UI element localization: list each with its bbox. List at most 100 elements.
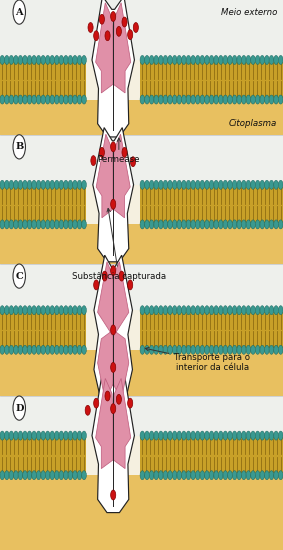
- Circle shape: [32, 95, 37, 104]
- Circle shape: [9, 220, 14, 229]
- Circle shape: [168, 431, 172, 440]
- Circle shape: [82, 220, 86, 229]
- Circle shape: [214, 471, 218, 480]
- Circle shape: [27, 431, 32, 440]
- Circle shape: [0, 56, 5, 64]
- Circle shape: [274, 431, 278, 440]
- Circle shape: [191, 180, 196, 189]
- Circle shape: [278, 220, 283, 229]
- Circle shape: [163, 471, 168, 480]
- Text: C: C: [15, 272, 23, 280]
- Circle shape: [260, 431, 265, 440]
- Circle shape: [50, 431, 55, 440]
- Circle shape: [23, 345, 27, 354]
- Circle shape: [158, 180, 163, 189]
- Circle shape: [237, 56, 241, 64]
- Circle shape: [54, 220, 59, 229]
- Bar: [0, 0, 283, 135]
- Circle shape: [255, 345, 260, 354]
- Circle shape: [45, 180, 50, 189]
- Bar: [0, 264, 283, 310]
- Circle shape: [41, 306, 46, 315]
- Circle shape: [145, 471, 149, 480]
- Circle shape: [54, 431, 59, 440]
- Circle shape: [228, 220, 232, 229]
- Circle shape: [54, 345, 59, 354]
- Circle shape: [205, 95, 209, 104]
- Circle shape: [45, 345, 50, 354]
- Circle shape: [269, 345, 274, 354]
- Circle shape: [0, 306, 5, 315]
- Circle shape: [195, 471, 200, 480]
- Circle shape: [209, 56, 214, 64]
- Circle shape: [99, 14, 104, 24]
- Circle shape: [209, 345, 214, 354]
- Circle shape: [278, 431, 283, 440]
- Circle shape: [94, 31, 99, 41]
- Circle shape: [186, 180, 191, 189]
- Circle shape: [32, 220, 37, 229]
- Circle shape: [0, 345, 5, 354]
- Circle shape: [154, 471, 158, 480]
- Text: D: D: [15, 404, 23, 412]
- Circle shape: [200, 180, 205, 189]
- Circle shape: [232, 220, 237, 229]
- Circle shape: [88, 23, 93, 32]
- Circle shape: [77, 471, 82, 480]
- Circle shape: [232, 345, 237, 354]
- Circle shape: [218, 471, 223, 480]
- Circle shape: [145, 220, 149, 229]
- Circle shape: [54, 56, 59, 64]
- Circle shape: [182, 345, 186, 354]
- Text: Substância capturada: Substância capturada: [72, 208, 166, 280]
- Circle shape: [23, 431, 27, 440]
- Circle shape: [82, 431, 86, 440]
- Circle shape: [0, 431, 5, 440]
- Bar: [140, 437, 283, 474]
- Circle shape: [218, 56, 223, 64]
- Circle shape: [260, 180, 265, 189]
- Circle shape: [149, 306, 154, 315]
- Circle shape: [158, 345, 163, 354]
- Circle shape: [73, 56, 77, 64]
- Circle shape: [172, 345, 177, 354]
- Circle shape: [228, 471, 232, 480]
- Polygon shape: [113, 3, 131, 93]
- Circle shape: [251, 431, 255, 440]
- Circle shape: [140, 431, 145, 440]
- Circle shape: [278, 180, 283, 189]
- Circle shape: [149, 180, 154, 189]
- Circle shape: [94, 280, 99, 290]
- Circle shape: [241, 56, 246, 64]
- Circle shape: [111, 325, 116, 335]
- Polygon shape: [92, 372, 134, 513]
- Circle shape: [54, 180, 59, 189]
- Circle shape: [68, 471, 73, 480]
- Circle shape: [246, 56, 251, 64]
- Circle shape: [172, 220, 177, 229]
- Circle shape: [246, 345, 251, 354]
- Circle shape: [145, 180, 149, 189]
- Circle shape: [149, 471, 154, 480]
- Circle shape: [23, 95, 27, 104]
- Circle shape: [269, 95, 274, 104]
- Circle shape: [168, 95, 172, 104]
- Circle shape: [111, 12, 116, 21]
- Circle shape: [14, 220, 18, 229]
- Circle shape: [265, 95, 269, 104]
- Circle shape: [9, 431, 14, 440]
- Circle shape: [246, 306, 251, 315]
- Circle shape: [94, 398, 99, 408]
- Circle shape: [182, 431, 186, 440]
- Bar: [140, 186, 283, 223]
- Circle shape: [260, 220, 265, 229]
- Circle shape: [130, 157, 136, 167]
- Circle shape: [5, 95, 9, 104]
- Circle shape: [246, 180, 251, 189]
- Circle shape: [54, 471, 59, 480]
- Circle shape: [128, 280, 133, 290]
- Circle shape: [255, 431, 260, 440]
- Circle shape: [27, 471, 32, 480]
- Circle shape: [168, 180, 172, 189]
- Circle shape: [241, 431, 246, 440]
